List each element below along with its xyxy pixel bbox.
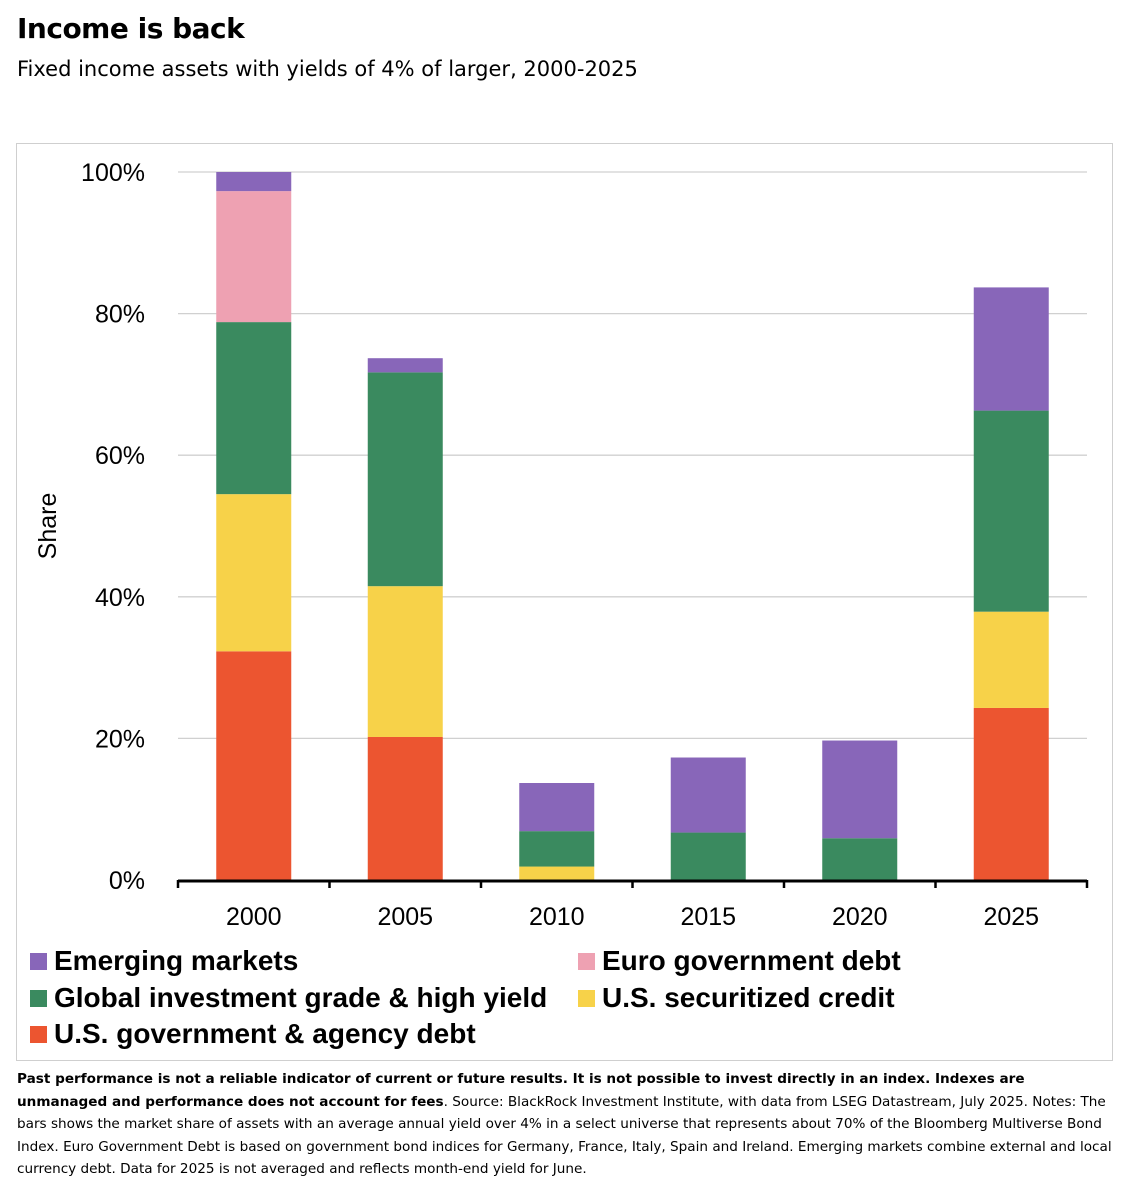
bar-segment [822,740,898,839]
bar-segment [822,838,898,880]
legend-label: U.S. securitized credit [602,982,895,1013]
axes [176,879,1089,888]
bar-segment [973,287,1049,411]
bar-segment [216,494,292,652]
footnote-notes: . Source: BlackRock Investment Institute… [17,1093,1112,1178]
legend-label: Global investment grade & high yield [54,982,548,1013]
bar-segment [973,707,1049,880]
x-tick-label: 2020 [832,903,888,931]
x-tick-label: 2005 [377,903,433,931]
y-tick-label: 80% [95,301,145,329]
bar-segment [216,322,292,495]
bar-segment [670,832,746,880]
bar-segment [367,736,443,880]
bar-segment [519,831,595,867]
bar-segment [216,651,292,880]
bar-segment [670,757,746,833]
chart-panel [16,143,1113,1061]
tick-labels: 0% 20% 40% 60% 80% 100% Share 2000 2005 2010 2015 2… [34,159,1039,931]
gridlines [178,171,1087,740]
bars [216,172,1049,880]
y-tick-label: 60% [95,442,145,470]
x-tick-label: 2025 [983,903,1039,931]
bar-segment [216,172,292,192]
chart-title: Income is back [17,12,245,45]
x-tick-label: 2000 [226,903,282,931]
chart-subtitle: Fixed income assets with yields of 4% of… [17,57,638,81]
y-axis-label: Share [34,493,62,560]
bar-segment [519,866,595,880]
legend-item-euro-government-debt: Euro government debt [578,945,901,977]
y-tick-label: 100% [81,159,145,187]
y-tick-label: 40% [95,584,145,612]
legend-item-global-ig-hy: Global investment grade & high yield [30,982,547,1014]
legend-label: Euro government debt [602,945,901,976]
legend-swatch [578,989,595,1007]
legend-swatch [30,989,47,1007]
legend-label: U.S. government & agency debt [54,1018,476,1049]
bar-segment [367,586,443,737]
bar-segment [216,191,292,323]
y-tick-label: 20% [95,725,145,753]
footnote: Past performance is not a reliable indic… [17,1068,1112,1181]
bar-segment [973,611,1049,708]
bar-segment [367,372,443,587]
bar-segment [973,410,1049,612]
x-tick-label: 2015 [680,903,736,931]
legend-label: Emerging markets [54,945,299,976]
legend-swatch [30,1025,47,1043]
x-tick-label: 2010 [529,903,585,931]
legend-item-emerging-markets: Emerging markets [30,945,298,977]
legend-item-us-securitized-credit: U.S. securitized credit [578,982,895,1014]
legend: Emerging markets Euro government debt Gl… [30,945,1110,1055]
legend-item-us-government-agency-debt: U.S. government & agency debt [30,1018,476,1050]
bar-segment [519,783,595,832]
y-tick-label: 0% [109,867,145,895]
legend-swatch [30,952,47,970]
legend-swatch [578,952,595,970]
footnote-disclaimer: Past performance is not a reliable indic… [17,1071,1025,1110]
stacked-bar-chart: 0% 20% 40% 60% 80% 100% Share 2000 2005 2010 2015 2… [34,159,1089,931]
bar-segment [367,358,443,373]
